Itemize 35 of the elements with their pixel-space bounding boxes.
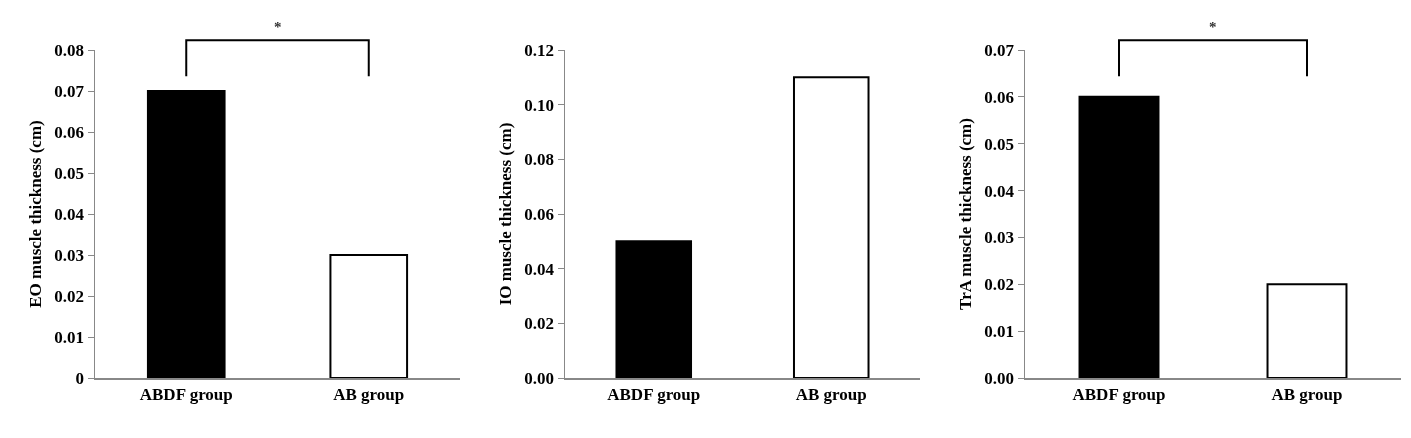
text: *	[274, 19, 282, 35]
y-axis-title: TrA muscle thickness (cm)	[956, 118, 976, 310]
x-tick-label: ABDF group	[139, 384, 233, 404]
x-tick-label: AB group	[1271, 384, 1343, 404]
y-tick-label: 0.03	[54, 245, 85, 265]
y-axis-title: EO muscle thickness (cm)	[26, 120, 46, 308]
y-tick-label: 0.00	[524, 368, 555, 388]
y-tick-label: 0.10	[524, 95, 555, 115]
y-tick-label: 0.07	[54, 81, 85, 101]
y-tick-label: 0	[75, 368, 85, 388]
y-tick-label: 0.02	[984, 275, 1015, 295]
y-tick-label: 0.01	[54, 327, 85, 347]
x-tick-label: AB group	[795, 384, 867, 404]
x-tick-label: ABDF group	[607, 384, 701, 404]
y-tick-label: 0.06	[54, 122, 85, 142]
y-tick-label: 0.06	[524, 204, 555, 224]
y-tick-label: 0.02	[54, 286, 85, 306]
y-tick-label: 0.01	[984, 322, 1015, 342]
y-tick-label: 0.12	[524, 40, 555, 60]
text: *	[1209, 19, 1217, 35]
y-tick-label: 0.08	[524, 150, 555, 170]
y-tick-label: 0.04	[524, 259, 555, 279]
y-tick-label: 0.03	[984, 228, 1015, 248]
y-tick-label: 0.08	[54, 40, 85, 60]
y-tick-label: 0.02	[524, 314, 555, 334]
y-tick-label: 0.05	[984, 134, 1015, 154]
y-tick-label: 0.07	[984, 40, 1015, 60]
y-axis-title: IO muscle thickness (cm)	[496, 122, 516, 306]
y-tick-label: 0.06	[984, 87, 1015, 107]
y-tick-label: 0.04	[984, 181, 1015, 201]
y-tick-label: 0.05	[54, 163, 85, 183]
x-tick-label: ABDF group	[1072, 384, 1166, 404]
x-tick-label: AB group	[333, 384, 405, 404]
y-tick-label: 0.00	[984, 368, 1015, 388]
y-tick-label: 0.04	[54, 204, 85, 224]
